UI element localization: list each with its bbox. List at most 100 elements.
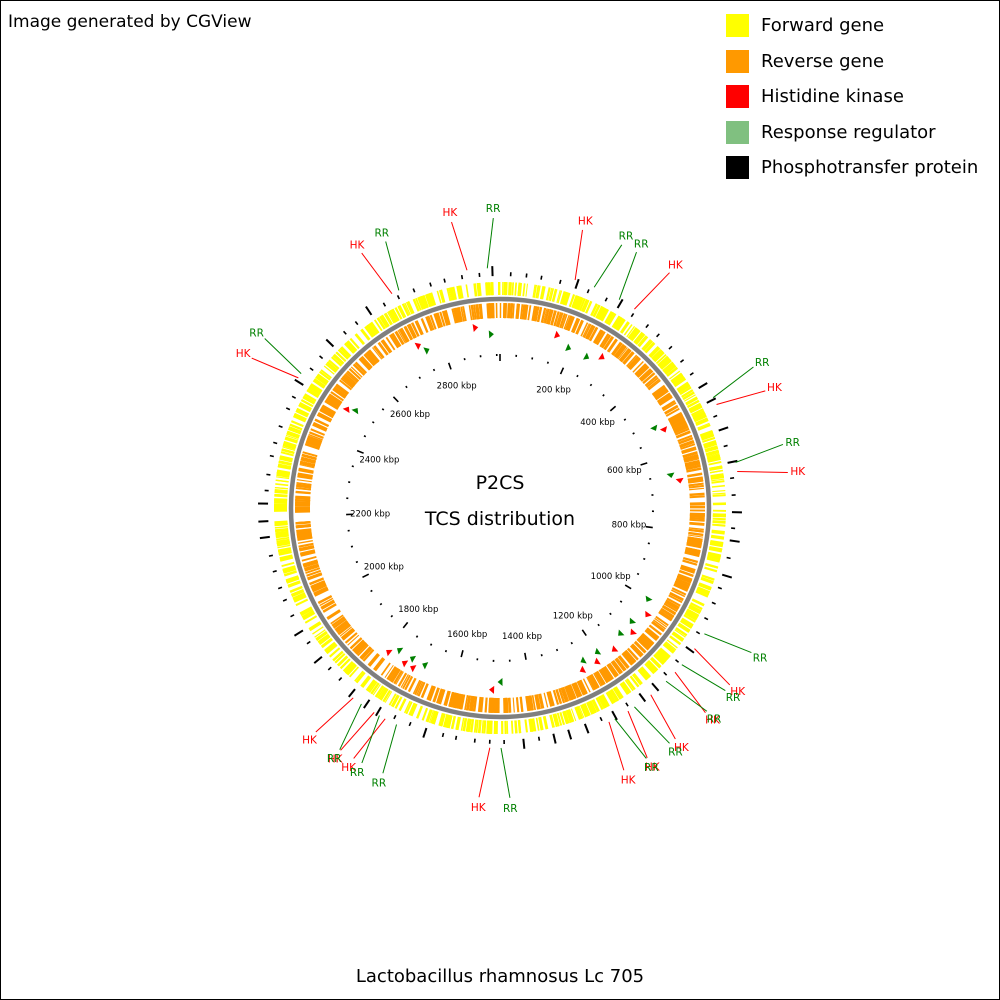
- minor-ruler-tick: [639, 446, 642, 450]
- forward-gene: [623, 324, 633, 336]
- forward-gene: [542, 716, 547, 730]
- forward-gene: [349, 666, 359, 678]
- reverse-gene: [395, 671, 404, 685]
- forward-gene: [690, 602, 703, 610]
- reverse-gene: [596, 670, 606, 685]
- reverse-gene: [538, 693, 545, 709]
- forward-gene: [535, 285, 540, 299]
- phosphotransfer-tick: [347, 688, 356, 698]
- reverse-gene: [574, 681, 583, 697]
- forward-gene: [368, 323, 378, 335]
- forward-gene: [486, 282, 490, 296]
- reverse-gene: [687, 473, 703, 478]
- reverse-gene: [583, 323, 592, 338]
- reverse-gene: [320, 600, 336, 610]
- histidine-kinase-arrow: [472, 324, 479, 332]
- reverse-gene: [404, 675, 414, 691]
- minor-ruler-tick: [363, 435, 367, 438]
- phosphotransfer-tick: [290, 614, 295, 618]
- reverse-gene: [637, 366, 650, 378]
- reverse-gene: [480, 697, 484, 713]
- reverse-gene: [342, 629, 355, 641]
- response-regulator-label: RR: [374, 227, 389, 239]
- ruler-tick-label: 2000 kbp: [364, 563, 404, 573]
- forward-gene: [705, 450, 719, 456]
- forward-gene: [678, 384, 691, 394]
- forward-gene: [711, 534, 725, 539]
- forward-gene: [601, 309, 610, 322]
- reverse-gene: [331, 616, 346, 627]
- forward-gene: [704, 566, 718, 573]
- reverse-gene: [559, 313, 567, 329]
- reverse-gene: [640, 634, 653, 647]
- forward-gene: [626, 678, 636, 690]
- reverse-gene: [299, 549, 316, 556]
- forward-gene: [415, 297, 422, 311]
- reverse-gene: [372, 347, 383, 360]
- forward-gene: [556, 712, 563, 726]
- response-regulator-label: RR: [753, 653, 768, 665]
- forward-gene: [289, 586, 303, 593]
- forward-gene: [652, 349, 663, 361]
- forward-gene: [592, 699, 600, 712]
- phosphotransfer-tick: [668, 345, 673, 350]
- reverse-gene: [689, 523, 705, 526]
- reverse-gene: [529, 695, 534, 711]
- forward-gene: [354, 333, 365, 345]
- phosphotransfer-tick: [454, 735, 458, 740]
- forward-gene: [655, 353, 667, 365]
- reverse-gene: [326, 398, 340, 408]
- forward-gene: [546, 287, 551, 301]
- forward-gene: [314, 629, 326, 638]
- reverse-gene: [687, 534, 703, 538]
- forward-gene: [490, 720, 493, 734]
- forward-gene: [629, 676, 639, 688]
- phosphotransfer-tick: [306, 640, 311, 645]
- response-regulator-arrow: [351, 407, 359, 415]
- reverse-gene: [631, 643, 644, 656]
- reverse-gene: [606, 663, 618, 678]
- forward-gene: [295, 409, 309, 417]
- forward-gene: [665, 365, 677, 375]
- reverse-gene: [398, 328, 408, 343]
- forward-gene: [556, 290, 561, 303]
- reverse-gene: [603, 335, 614, 350]
- phosphotransfer-tick: [338, 677, 343, 682]
- reverse-gene: [457, 693, 463, 709]
- forward-gene: [370, 682, 380, 695]
- reverse-gene: [656, 392, 671, 403]
- forward-gene-track: [273, 281, 726, 734]
- legend-label: Phosphotransfer protein: [761, 157, 979, 179]
- major-ruler-tick: [624, 584, 632, 590]
- forward-gene: [638, 335, 649, 348]
- reverse-gene: [404, 325, 414, 341]
- forward-gene: [308, 621, 322, 631]
- reverse-gene: [313, 586, 328, 594]
- forward-gene: [597, 696, 606, 709]
- forward-gene: [649, 346, 660, 358]
- response-regulator-label: RR: [644, 762, 659, 774]
- forward-gene: [557, 290, 563, 304]
- histidine-kinase-label: HK: [341, 762, 357, 774]
- reverse-gene: [340, 627, 354, 640]
- forward-gene: [663, 363, 676, 374]
- reverse-gene: [679, 567, 695, 574]
- reverse-gene: [568, 316, 575, 332]
- forward-gene: [365, 679, 376, 692]
- forward-gene: [710, 541, 724, 545]
- reverse-gene: [299, 464, 315, 469]
- reverse-gene: [608, 662, 619, 677]
- phosphotransfer-tick: [645, 324, 650, 329]
- reverse-gene: [466, 695, 472, 711]
- reverse-gene: [685, 549, 701, 555]
- reverse-gene: [535, 694, 540, 710]
- histidine-kinase-leader: [478, 747, 491, 798]
- center-title: P2CS: [476, 472, 525, 494]
- forward-gene: [580, 704, 587, 718]
- histidine-kinase-arrow: [342, 406, 350, 413]
- forward-gene: [532, 284, 536, 298]
- reverse-gene: [451, 692, 457, 708]
- response-regulator-label: RR: [755, 357, 770, 369]
- forward-gene: [695, 418, 709, 426]
- phosphotransfer-tick: [695, 630, 701, 635]
